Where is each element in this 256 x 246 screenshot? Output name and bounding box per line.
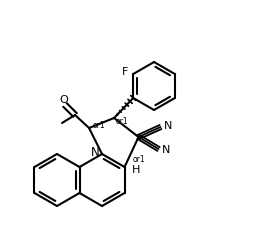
Text: N: N [162, 145, 171, 155]
Text: or1: or1 [93, 121, 105, 129]
Text: or1: or1 [116, 118, 128, 126]
Text: H: H [132, 165, 141, 175]
Text: N: N [91, 147, 99, 159]
Text: O: O [60, 95, 68, 105]
Text: or1: or1 [132, 154, 145, 164]
Text: F: F [122, 67, 129, 77]
Text: N: N [164, 121, 173, 131]
